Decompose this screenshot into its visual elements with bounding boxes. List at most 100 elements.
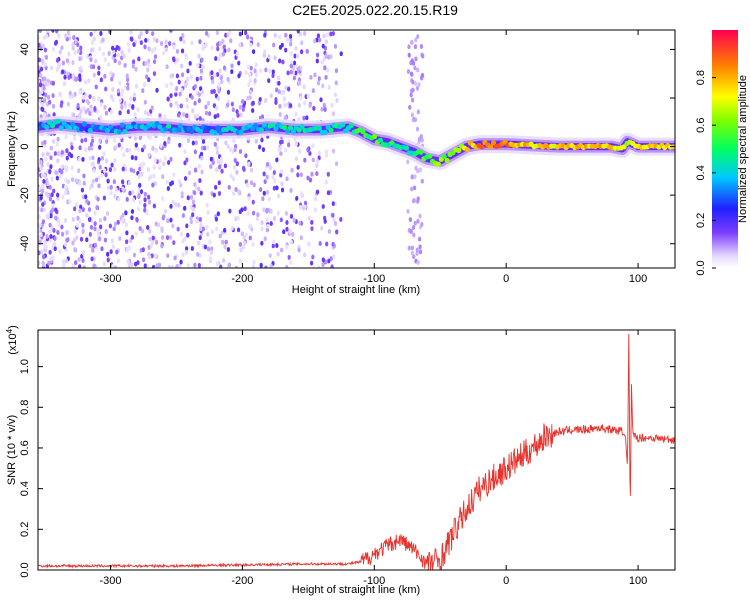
- noise-speckle: [215, 261, 219, 267]
- noise-speckle: [152, 165, 156, 170]
- noise-speckle: [315, 158, 320, 164]
- noise-speckle: [89, 225, 94, 230]
- noise-speckle: [213, 114, 217, 120]
- noise-speckle: [147, 77, 151, 83]
- noise-speckle: [288, 33, 293, 39]
- noise-speckle: [407, 245, 411, 251]
- noise-speckle: [118, 80, 122, 86]
- noise-speckle: [138, 166, 142, 172]
- noise-speckle: [259, 68, 263, 74]
- noise-speckle: [145, 74, 149, 80]
- spectrogram-x-tick-label: -100: [363, 273, 385, 285]
- noise-speckle: [78, 264, 82, 268]
- noise-speckle: [212, 88, 216, 94]
- noise-speckle: [193, 100, 197, 106]
- spectrogram-x-tick-label: 100: [629, 273, 647, 285]
- noise-speckle: [190, 40, 194, 46]
- ridge-cell: [253, 122, 259, 129]
- noise-speckle: [251, 100, 255, 106]
- noise-speckle: [88, 185, 92, 191]
- noise-speckle: [189, 195, 194, 200]
- noise-speckle: [289, 41, 293, 47]
- noise-speckle: [215, 150, 220, 155]
- noise-speckle: [298, 148, 302, 154]
- noise-speckle: [45, 234, 49, 239]
- noise-speckle: [419, 44, 424, 49]
- ridge-cell: [348, 122, 354, 129]
- noise-speckle: [103, 216, 107, 222]
- noise-speckle: [327, 258, 331, 264]
- noise-speckle: [418, 249, 423, 255]
- noise-speckle: [110, 238, 115, 244]
- noise-speckle: [46, 94, 51, 100]
- noise-speckle: [277, 147, 281, 153]
- noise-speckle: [89, 107, 94, 113]
- noise-speckle: [206, 246, 211, 252]
- noise-speckle: [149, 108, 153, 114]
- noise-speckle: [51, 46, 56, 52]
- noise-speckle: [244, 30, 248, 36]
- noise-speckle: [176, 112, 181, 118]
- ridge-cell: [488, 144, 494, 150]
- noise-speckle: [113, 158, 117, 163]
- noise-speckle: [73, 229, 77, 235]
- noise-speckle: [265, 161, 270, 167]
- noise-speckle: [51, 80, 55, 86]
- noise-speckle: [133, 112, 137, 118]
- snr-y-scale-base: (x10: [7, 333, 19, 354]
- noise-speckle: [317, 76, 321, 82]
- noise-speckle: [272, 239, 276, 245]
- noise-speckle: [283, 115, 287, 121]
- noise-speckle: [120, 55, 124, 61]
- noise-speckle: [223, 227, 227, 233]
- noise-speckle: [71, 45, 75, 51]
- noise-speckle: [81, 194, 85, 200]
- noise-speckle: [167, 264, 171, 268]
- noise-speckle: [238, 242, 242, 247]
- noise-speckle: [121, 212, 125, 218]
- noise-speckle: [61, 60, 65, 66]
- noise-speckle: [260, 137, 264, 143]
- noise-speckle: [236, 215, 240, 221]
- noise-speckle: [57, 221, 61, 227]
- noise-speckle: [191, 140, 195, 146]
- noise-speckle: [57, 151, 61, 157]
- noise-speckle: [238, 149, 243, 154]
- noise-speckle: [116, 219, 120, 225]
- noise-speckle: [104, 86, 108, 92]
- noise-speckle: [134, 142, 138, 148]
- noise-speckle: [143, 99, 147, 105]
- noise-speckle: [41, 219, 45, 225]
- noise-speckle: [248, 78, 252, 84]
- noise-speckle: [160, 243, 164, 249]
- noise-speckle: [292, 75, 296, 81]
- noise-speckle: [200, 89, 204, 95]
- noise-speckle: [221, 239, 225, 245]
- ridge-cell: [177, 123, 183, 129]
- noise-speckle: [131, 190, 135, 195]
- noise-speckle: [98, 46, 102, 52]
- noise-speckle: [195, 76, 199, 82]
- noise-speckle: [209, 156, 213, 162]
- noise-speckle: [39, 66, 44, 72]
- noise-speckle: [274, 100, 278, 105]
- noise-speckle: [48, 238, 52, 243]
- noise-speckle: [272, 42, 276, 48]
- noise-speckle: [191, 199, 195, 205]
- noise-speckle: [182, 112, 186, 117]
- noise-speckle: [71, 216, 75, 222]
- noise-speckle: [153, 54, 158, 60]
- noise-speckle: [75, 222, 80, 228]
- noise-speckle: [104, 110, 109, 116]
- noise-speckle: [93, 210, 97, 216]
- noise-speckle: [186, 138, 190, 143]
- noise-speckle: [226, 144, 230, 150]
- snr-x-tick-label: -100: [363, 575, 385, 587]
- noise-speckle: [190, 95, 194, 100]
- ridge-cell: [165, 123, 172, 129]
- noise-speckle: [99, 114, 103, 120]
- noise-speckle: [272, 185, 276, 191]
- noise-speckle: [85, 198, 89, 204]
- noise-speckle: [66, 30, 71, 36]
- noise-speckle: [318, 241, 322, 246]
